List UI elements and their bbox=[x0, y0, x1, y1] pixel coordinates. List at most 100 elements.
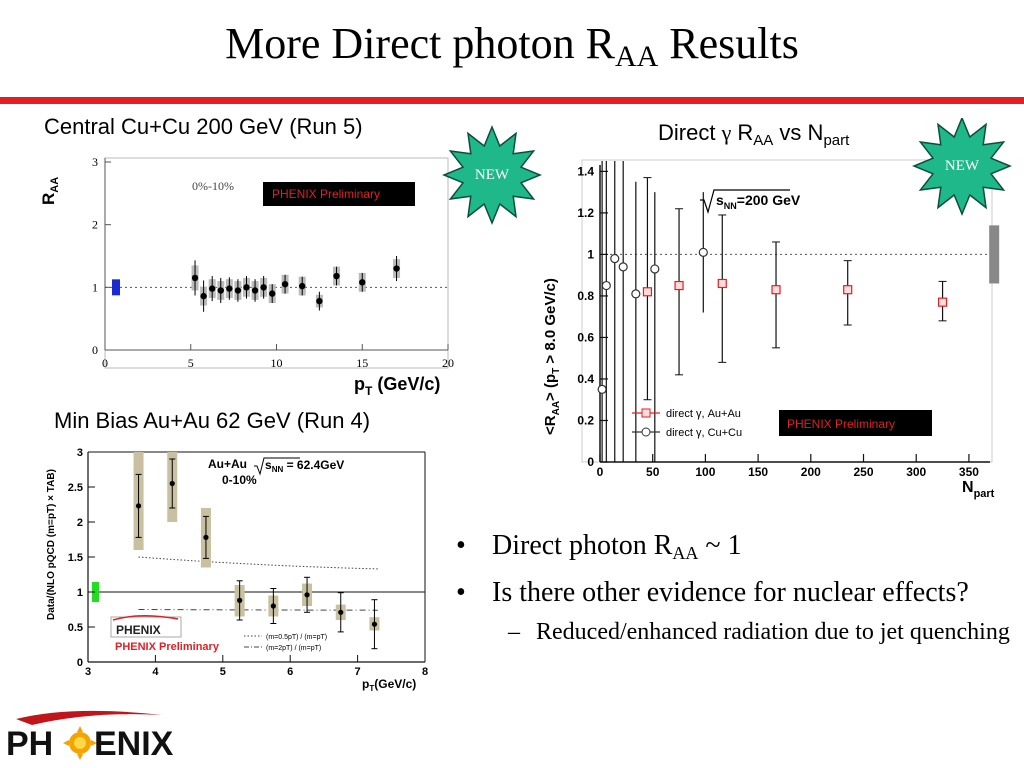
chart-auau-curve-legend-label: (m=2pT) / (m=pT) bbox=[266, 645, 321, 652]
chart-npart-legend-label: direct γ, Au+Au bbox=[666, 408, 741, 420]
chart-auau-curve-double-pt bbox=[138, 609, 378, 611]
chart-auau-point bbox=[203, 534, 209, 541]
chart-npart-auau-point bbox=[937, 297, 948, 307]
new-badge-1: NEW bbox=[442, 125, 542, 225]
chart-auau-x-tick-label: 3 bbox=[85, 666, 91, 678]
new-badge-2-label: NEW bbox=[945, 158, 980, 174]
chart-cucu-point bbox=[269, 290, 276, 297]
chart-cucu-point bbox=[316, 297, 323, 305]
chart-auau-y-tick-label: 3 bbox=[77, 447, 83, 459]
chart-npart-preliminary-box bbox=[779, 410, 932, 436]
chart-auau-x-tick-label: 5 bbox=[220, 666, 226, 678]
chart-auau-y-tick-label: 2.5 bbox=[68, 482, 83, 494]
chart-cucu-point bbox=[281, 281, 289, 288]
chart-auau-system: Au+Au bbox=[208, 457, 247, 471]
bullet-direct-photon: Direct photon RAA ~ 1 bbox=[452, 528, 1012, 571]
chart-npart-cucu-point bbox=[597, 384, 607, 394]
chart-cucu-x-tick-label: 10 bbox=[271, 356, 283, 370]
chart-cucu-point bbox=[208, 285, 216, 292]
chart-auau-energy: sNN = 62.4GeV bbox=[265, 458, 344, 474]
chart-auau-normalization-box bbox=[92, 582, 99, 602]
chart-npart-y-tick-label: 1 bbox=[587, 247, 594, 261]
chart-auau-x-tick-label: 4 bbox=[152, 666, 159, 678]
chart-npart-x-tick-label: 100 bbox=[695, 465, 715, 479]
chart-npart-legend-marker bbox=[641, 408, 651, 418]
chart-auau-y-tick-label: 0.5 bbox=[68, 622, 83, 634]
chart-auau-xlabel: pT(GeV/c) bbox=[362, 677, 416, 693]
logo-text-left: PH bbox=[6, 725, 53, 763]
chart-npart-x-tick-label: 250 bbox=[853, 465, 873, 479]
chart-npart-energy: sNN=200 GeV bbox=[716, 192, 801, 211]
chart-npart-x-tick-label: 50 bbox=[646, 465, 660, 479]
chart-cucu-normalization-box bbox=[112, 279, 120, 296]
chart-cucu-point bbox=[359, 279, 366, 286]
bullet-list: Direct photon RAA ~ 1 Is there other evi… bbox=[452, 528, 1012, 647]
chart-npart-y-tick-label: 1.4 bbox=[577, 164, 594, 178]
chart-auau-point bbox=[135, 503, 142, 509]
chart-cucu-point bbox=[226, 285, 233, 292]
caption-npart: Direct γ RAA vs Npart bbox=[658, 120, 850, 149]
chart-auau-point bbox=[270, 603, 276, 609]
title-underline bbox=[0, 97, 1024, 104]
subbullet-jet-quenching: Reduced/enhanced radiation due to jet qu… bbox=[452, 617, 1012, 647]
new-badge-1-star bbox=[442, 125, 542, 225]
chart-auau-ylabel: Data/(NLO pQCD (m=pT) × TAB) bbox=[46, 469, 57, 620]
chart-npart-global-systematic-box bbox=[989, 225, 1000, 284]
chart-auau-y-tick-label: 1 bbox=[77, 587, 83, 599]
chart-auau-point bbox=[371, 621, 378, 627]
chart-npart-auau-point bbox=[771, 285, 781, 295]
logo-text-right: ENIX bbox=[94, 725, 174, 763]
new-badge-1-label: NEW bbox=[475, 167, 510, 183]
chart-npart-y-tick-label: 0.2 bbox=[577, 413, 594, 427]
slide-title: More Direct photon RAA Results bbox=[225, 19, 799, 73]
chart-auau-logo: PHENIX bbox=[116, 623, 161, 637]
chart-auau-centrality: 0-10% bbox=[222, 473, 257, 487]
chart-auau-logo-swoosh bbox=[112, 614, 179, 621]
chart-cucu-x-tick-label: 15 bbox=[356, 356, 368, 370]
chart-npart-x-tick-label: 200 bbox=[801, 465, 821, 479]
caption-cucu: Central Cu+Cu 200 GeV (Run 5) bbox=[44, 114, 363, 139]
chart-cucu-point bbox=[393, 265, 400, 272]
chart-auau62: 3 4 5 6 7 8 0 0.5 1 1.5 2 2.5 3 Au+Au sNN = 62.4GeV… bbox=[46, 447, 428, 693]
chart-npart-x-tick-label: 300 bbox=[906, 465, 926, 479]
chart-npart-cucu-point bbox=[650, 264, 660, 274]
chart-npart-x-tick-label: 0 bbox=[597, 465, 604, 479]
chart-auau-sqrt-symbol bbox=[254, 457, 300, 476]
chart-auau-x-tick-label: 8 bbox=[422, 666, 428, 678]
chart-auau-logo-box bbox=[110, 616, 182, 638]
chart-npart-auau-point bbox=[642, 287, 653, 297]
bullet-nuclear-effects: Is there other evidence for nuclear effe… bbox=[452, 575, 1012, 611]
chart-cucu-y-tick-label: 2 bbox=[92, 218, 98, 232]
chart-auau-x-tick-label: 7 bbox=[355, 666, 361, 678]
chart-npart-cucu-point bbox=[698, 247, 708, 257]
chart-cucu-xlabel: pT (GeV/c) bbox=[354, 374, 440, 398]
chart-cucu-point bbox=[333, 272, 340, 280]
chart-cucu-y-tick-label: 1 bbox=[92, 280, 98, 294]
chart-auau-point bbox=[304, 592, 310, 598]
caption-auau62: Min Bias Au+Au 62 GeV (Run 4) bbox=[54, 408, 371, 433]
chart-cucu-point bbox=[299, 282, 306, 290]
chart-npart-auau-point bbox=[717, 278, 727, 289]
chart-npart-cucu-point bbox=[631, 289, 641, 299]
new-badge-2-star bbox=[912, 118, 1012, 216]
chart-auau-curve-legend-label: (m=0.5pT) / (m=pT) bbox=[266, 634, 327, 641]
chart-auau-x-tick-label: 6 bbox=[287, 666, 293, 678]
chart-cucu-x-tick-label: 5 bbox=[188, 356, 194, 370]
phenix-logo: PH ENIX bbox=[6, 710, 174, 763]
chart-npart-auau-point bbox=[674, 280, 684, 291]
chart-cucu-ylabel: RAA bbox=[39, 177, 61, 205]
chart-auau-point bbox=[169, 480, 175, 487]
chart-raa-vs-npart: 0 50 100 150 200 250 300 350 0 0.2 0.4 0.6 0.8 1 1.2 1… bbox=[542, 159, 1000, 500]
chart-cucu-x-tick-label: 20 bbox=[442, 356, 454, 370]
chart-cucu-point bbox=[191, 274, 199, 282]
chart-cucu-preliminary-box bbox=[263, 182, 415, 206]
chart-auau-point bbox=[237, 597, 243, 604]
chart-cucu-point bbox=[217, 287, 224, 294]
chart-cucu-point bbox=[234, 287, 242, 294]
new-badge-2: NEW bbox=[912, 118, 1012, 216]
chart-npart-cucu-point bbox=[601, 280, 611, 291]
chart-npart-y-tick-label: 0.8 bbox=[577, 289, 594, 303]
chart-npart-legend-marker bbox=[641, 427, 651, 437]
chart-npart-x-tick-label: 150 bbox=[748, 465, 768, 479]
